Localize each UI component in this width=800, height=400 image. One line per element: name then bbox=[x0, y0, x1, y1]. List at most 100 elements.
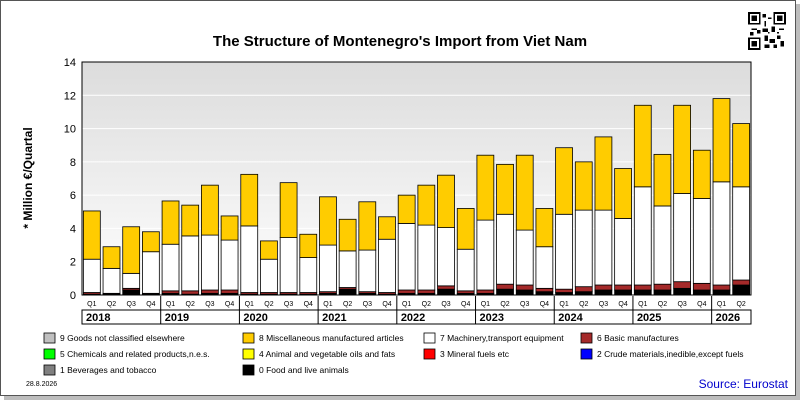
bar-segment bbox=[712, 181, 731, 286]
x-tick-label: Q4 bbox=[697, 301, 706, 308]
tick-labels: 0 2 4 6 8 10 12 14 Q1 Q2 Q3 Q4 Q1 Q2 Q3 Q4 Q1 Q2 Q3 Q4 Q1 Q2 Q… bbox=[64, 57, 746, 324]
bar-segment bbox=[260, 258, 278, 293]
bar-segment bbox=[633, 104, 652, 188]
bar-segment bbox=[673, 193, 691, 283]
bar-segment bbox=[476, 154, 495, 221]
bar-segment bbox=[555, 213, 573, 290]
year-label: 2018 bbox=[86, 312, 110, 324]
bar-segment bbox=[397, 194, 416, 224]
bar-segment bbox=[614, 168, 632, 219]
x-tick-label: Q3 bbox=[520, 301, 529, 308]
x-tick-label: Q2 bbox=[500, 301, 509, 308]
legend-swatch bbox=[580, 332, 593, 344]
bar-segment bbox=[122, 289, 141, 296]
bar-segment bbox=[712, 98, 731, 183]
bar-segment bbox=[555, 147, 573, 215]
bar-segment bbox=[161, 243, 180, 292]
bar-segment bbox=[574, 209, 593, 288]
year-label: 2025 bbox=[637, 312, 661, 324]
legend-label: 2 Crude materials,inedible,except fuels bbox=[597, 349, 743, 359]
bar-segment bbox=[594, 136, 613, 211]
bar-segment bbox=[732, 123, 751, 188]
bar-segment bbox=[279, 182, 298, 238]
y-tick-label: 6 bbox=[70, 190, 76, 202]
year-label: 2023 bbox=[480, 312, 504, 324]
legend-swatch bbox=[423, 348, 436, 360]
legend-swatch bbox=[43, 348, 56, 360]
bar-segment bbox=[319, 244, 337, 293]
bar-segment bbox=[201, 289, 219, 294]
bar-segment bbox=[732, 186, 751, 281]
bar-segment bbox=[279, 237, 298, 293]
y-tick-label: 14 bbox=[64, 57, 76, 69]
y-tick-label: 0 bbox=[70, 290, 76, 302]
x-tick-label: Q4 bbox=[382, 301, 391, 308]
legend-label: 4 Animal and vegetable oils and fats bbox=[259, 349, 395, 359]
bar-segment bbox=[201, 184, 219, 236]
legend-swatch bbox=[242, 332, 255, 344]
bar-segment bbox=[496, 163, 514, 215]
year-label: 2019 bbox=[165, 312, 189, 324]
x-tick-label: Q3 bbox=[599, 301, 608, 308]
x-tick-label: Q2 bbox=[343, 301, 352, 308]
bar-segment bbox=[378, 238, 396, 293]
legend-label: 7 Machinery,transport equipment bbox=[440, 333, 564, 343]
x-tick-label: Q3 bbox=[127, 301, 136, 308]
legend-label: 8 Miscellaneous manufactured articles bbox=[259, 333, 404, 343]
bar-segment bbox=[220, 239, 239, 291]
bar-segment bbox=[712, 289, 731, 296]
legend-swatch bbox=[242, 364, 255, 376]
x-tick-label: Q4 bbox=[225, 301, 234, 308]
year-label: 2026 bbox=[716, 312, 740, 324]
bar-segment bbox=[240, 225, 259, 293]
bar-segment bbox=[338, 288, 357, 296]
bar-segment bbox=[732, 279, 751, 286]
axes bbox=[81, 61, 752, 325]
bar-segment bbox=[437, 288, 455, 296]
x-tick-label: Q1 bbox=[87, 301, 96, 308]
bar-segment bbox=[319, 196, 337, 246]
bar-segment bbox=[653, 153, 672, 207]
x-tick-label: Q2 bbox=[736, 301, 745, 308]
bar-segment bbox=[240, 173, 259, 227]
x-tick-label: Q4 bbox=[461, 301, 470, 308]
legend-label: 0 Food and live animals bbox=[259, 365, 349, 375]
y-tick-label: 10 bbox=[64, 124, 76, 136]
bar-segment bbox=[574, 286, 593, 293]
x-tick-label: Q1 bbox=[717, 301, 726, 308]
bar-segment bbox=[476, 219, 495, 291]
bars bbox=[82, 98, 751, 296]
bar-segment bbox=[102, 246, 121, 269]
legend-label: 5 Chemicals and related products,n.e.s. bbox=[60, 349, 210, 359]
legend-swatch bbox=[43, 364, 56, 376]
bar-segment bbox=[260, 240, 278, 260]
bar-segment bbox=[653, 205, 672, 285]
legend-swatch bbox=[242, 348, 255, 360]
source-note: Source: Eurostat bbox=[698, 377, 788, 391]
legend-swatch bbox=[580, 348, 593, 360]
bar-segment bbox=[299, 233, 318, 258]
x-tick-label: Q3 bbox=[677, 301, 686, 308]
bar-segment bbox=[437, 227, 455, 287]
bar-segment bbox=[732, 284, 751, 296]
bar-segment bbox=[201, 234, 219, 291]
bar-segment bbox=[712, 284, 731, 291]
x-tick-label: Q2 bbox=[658, 301, 667, 308]
bar-segment bbox=[653, 283, 672, 291]
x-tick-label: Q2 bbox=[107, 301, 116, 308]
x-tick-label: Q2 bbox=[579, 301, 588, 308]
bar-segment bbox=[358, 249, 377, 293]
bar-segment bbox=[142, 251, 160, 294]
legend: 9 Goods not classified elsewhere 8 Miscel… bbox=[43, 332, 743, 376]
bar-segment bbox=[535, 246, 554, 289]
qr-code-icon bbox=[748, 12, 786, 50]
plot-border bbox=[81, 61, 752, 296]
x-tick-label: Q1 bbox=[166, 301, 175, 308]
legend-label: 3 Mineral fuels etc bbox=[440, 349, 510, 359]
x-tick-label: Q1 bbox=[638, 301, 647, 308]
x-tick-label: Q1 bbox=[402, 301, 411, 308]
bar-segment bbox=[692, 149, 711, 199]
bar-segment bbox=[653, 289, 672, 296]
bar-segment bbox=[417, 289, 436, 294]
